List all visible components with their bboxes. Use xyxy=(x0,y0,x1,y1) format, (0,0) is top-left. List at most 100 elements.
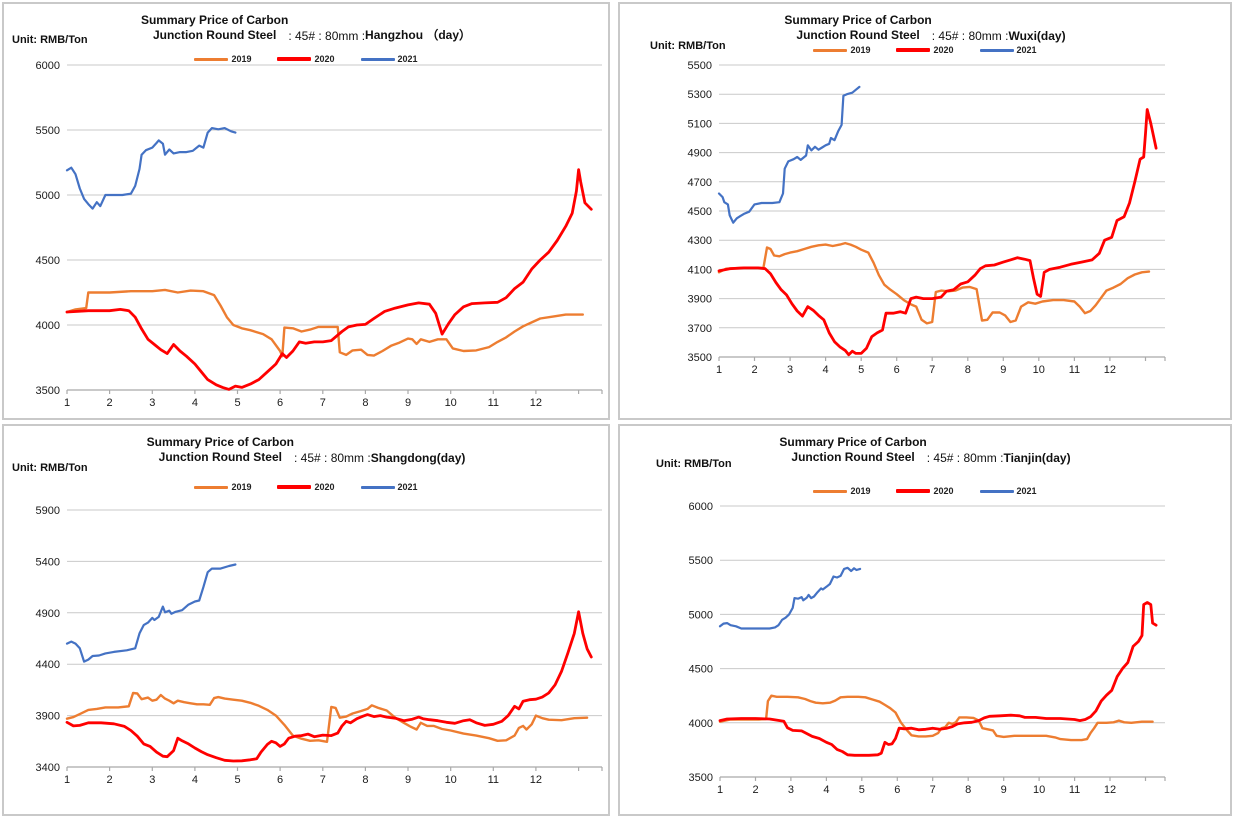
svg-text:3700: 3700 xyxy=(688,323,712,335)
title-city: Hangzhou （day） xyxy=(365,28,472,42)
svg-text:10: 10 xyxy=(445,774,457,786)
title-city: Tianjin(day) xyxy=(1003,451,1071,465)
legend-item-2019: 2019 xyxy=(813,45,870,55)
svg-text:12: 12 xyxy=(1104,364,1116,376)
svg-text:4400: 4400 xyxy=(36,659,60,671)
chart-panel-wuxi: Unit: RMB/Ton Summary Price of Carbon Ju… xyxy=(618,2,1232,420)
svg-text:8: 8 xyxy=(965,364,971,376)
legend: 2019 2020 2021 xyxy=(4,54,608,64)
svg-text:6: 6 xyxy=(894,784,900,796)
svg-text:3900: 3900 xyxy=(688,294,712,306)
svg-text:7: 7 xyxy=(320,397,326,409)
svg-text:10: 10 xyxy=(1033,364,1045,376)
svg-text:3900: 3900 xyxy=(36,711,60,723)
svg-text:8: 8 xyxy=(362,397,368,409)
svg-text:11: 11 xyxy=(1069,784,1080,796)
svg-text:8: 8 xyxy=(362,774,368,786)
unit-label: Unit: RMB/Ton xyxy=(12,34,88,46)
svg-text:5500: 5500 xyxy=(688,60,712,72)
svg-text:2: 2 xyxy=(107,397,113,409)
legend-swatch-2020-icon xyxy=(896,48,931,52)
legend-swatch-2019-icon xyxy=(813,48,848,52)
svg-text:4: 4 xyxy=(823,364,829,376)
title-spec: : 45# : 80mm : xyxy=(931,29,1009,43)
svg-text:2: 2 xyxy=(107,774,113,786)
unit-label: Unit: RMB/Ton xyxy=(12,462,88,474)
legend-label-2019: 2019 xyxy=(850,486,871,496)
svg-text:5500: 5500 xyxy=(36,125,60,137)
svg-text:4: 4 xyxy=(192,397,198,409)
svg-text:1: 1 xyxy=(64,397,70,409)
svg-text:7: 7 xyxy=(930,784,936,796)
svg-text:4700: 4700 xyxy=(688,177,712,189)
svg-text:5900: 5900 xyxy=(36,505,60,517)
svg-text:3500: 3500 xyxy=(688,352,712,364)
svg-text:4500: 4500 xyxy=(36,255,60,267)
svg-text:10: 10 xyxy=(1033,784,1045,796)
title-spec: : 45# : 80mm : xyxy=(288,29,366,43)
title-city: Shangdong(day) xyxy=(370,451,466,465)
svg-text:4: 4 xyxy=(823,784,829,796)
svg-text:9: 9 xyxy=(1001,784,1007,796)
title-city: Wuxi(day) xyxy=(1008,29,1066,43)
svg-text:4500: 4500 xyxy=(689,664,713,676)
svg-text:1: 1 xyxy=(64,774,70,786)
chart-panel-tianjin: Unit: RMB/Ton Summary Price of Carbon Ju… xyxy=(618,424,1232,816)
title-line1: Summary Price of Carbon xyxy=(784,13,932,27)
svg-text:3: 3 xyxy=(149,774,155,786)
legend-label-2019: 2019 xyxy=(850,45,871,55)
svg-text:5100: 5100 xyxy=(688,118,712,130)
svg-text:9: 9 xyxy=(405,774,411,786)
legend-swatch-2019-icon xyxy=(194,485,229,489)
chart-panel-shangdong: Unit: RMB/Ton Summary Price of Carbon Ju… xyxy=(2,424,610,816)
legend-swatch-2020-icon xyxy=(277,57,312,61)
title-line2: Junction Round Steel xyxy=(791,450,915,464)
chart-panel-hangzhou: Unit: RMB/Ton Summary Price of Carbon Ju… xyxy=(2,2,610,420)
legend-label-2020: 2020 xyxy=(314,482,335,492)
svg-text:12: 12 xyxy=(530,397,542,409)
legend-item-2020: 2020 xyxy=(277,54,335,64)
legend-swatch-2020-icon xyxy=(277,485,312,489)
legend-label-2020: 2020 xyxy=(314,54,335,64)
svg-text:7: 7 xyxy=(929,364,935,376)
legend-swatch-2020-icon xyxy=(896,489,931,493)
svg-text:3400: 3400 xyxy=(36,762,60,774)
legend-label-2019: 2019 xyxy=(231,482,252,492)
legend: 2019 2020 2021 xyxy=(620,486,1230,496)
legend-label-2021: 2021 xyxy=(1016,486,1037,496)
svg-text:5: 5 xyxy=(234,774,240,786)
svg-text:4000: 4000 xyxy=(36,320,60,332)
svg-text:2: 2 xyxy=(752,784,758,796)
svg-text:9: 9 xyxy=(1000,364,1006,376)
svg-text:5500: 5500 xyxy=(689,555,713,567)
plot-area-wuxi: 3500 3700 3900 4100 4300 4500 4700 4900 5100 5300… xyxy=(688,60,1166,376)
unit-label: Unit: RMB/Ton xyxy=(650,40,726,52)
svg-text:5: 5 xyxy=(859,784,865,796)
title-line1: Summary Price of Carbon xyxy=(146,435,294,449)
svg-text:4500: 4500 xyxy=(688,206,712,218)
legend-swatch-2021-icon xyxy=(360,57,395,61)
unit-label: Unit: RMB/Ton xyxy=(656,458,732,470)
legend-item-2020: 2020 xyxy=(896,486,954,496)
svg-text:6: 6 xyxy=(277,774,283,786)
svg-text:6: 6 xyxy=(894,364,900,376)
legend-label-2019: 2019 xyxy=(231,54,252,64)
svg-text:4000: 4000 xyxy=(689,718,713,730)
svg-text:5300: 5300 xyxy=(688,89,712,101)
svg-text:2: 2 xyxy=(751,364,757,376)
svg-text:3500: 3500 xyxy=(36,385,60,397)
title-line2: Junction Round Steel xyxy=(152,28,277,42)
svg-text:12: 12 xyxy=(530,774,542,786)
legend-item-2019: 2019 xyxy=(813,486,870,496)
svg-text:5: 5 xyxy=(234,397,240,409)
svg-text:3: 3 xyxy=(149,397,155,409)
svg-text:8: 8 xyxy=(965,784,971,796)
legend-item-2020: 2020 xyxy=(896,45,954,55)
legend-swatch-2021-icon xyxy=(360,485,395,489)
legend-swatch-2019-icon xyxy=(194,57,229,61)
legend-swatch-2021-icon xyxy=(979,48,1014,52)
legend-item-2021: 2021 xyxy=(360,54,418,64)
title-line2: Junction Round Steel xyxy=(796,28,920,42)
title-line1: Summary Price of Carbon xyxy=(140,13,289,27)
